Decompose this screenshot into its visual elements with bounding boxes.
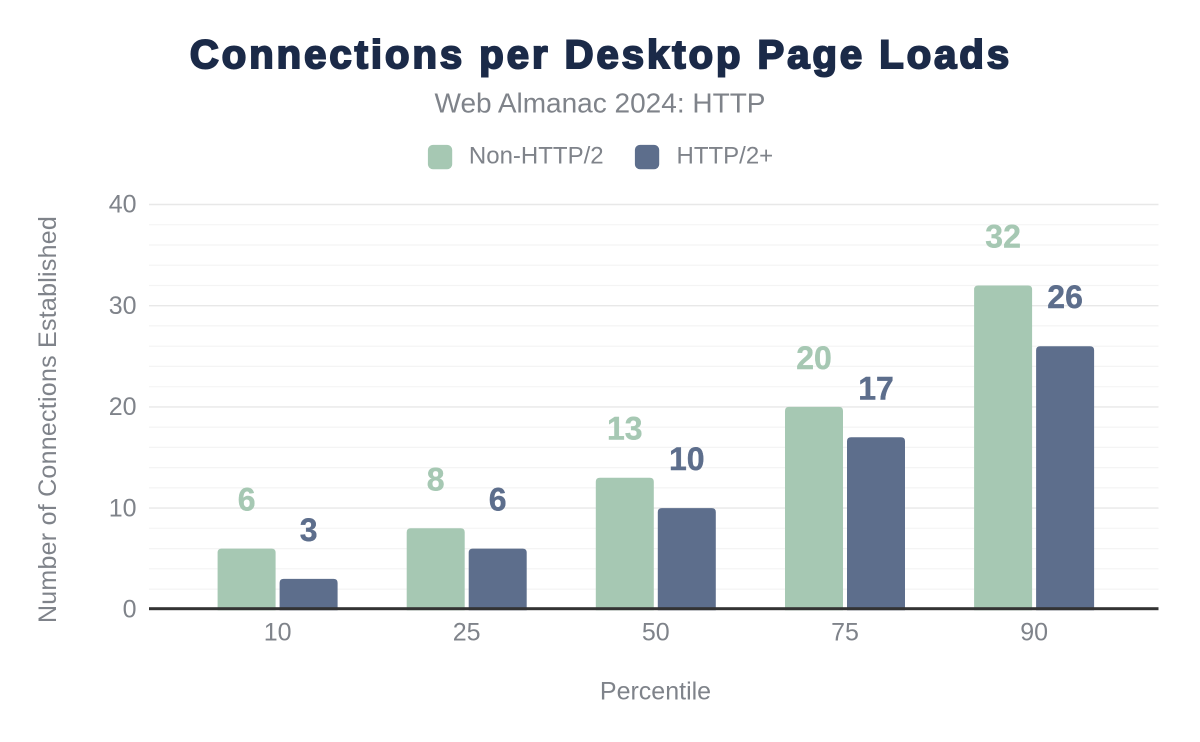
svg-text:40: 40 xyxy=(109,191,137,219)
svg-text:Number of Connections Establis: Number of Connections Established xyxy=(34,216,62,623)
svg-text:20: 20 xyxy=(109,393,137,421)
svg-text:10: 10 xyxy=(264,618,292,646)
svg-text:Web Almanac 2024: HTTP: Web Almanac 2024: HTTP xyxy=(435,88,766,119)
svg-text:50: 50 xyxy=(642,618,670,646)
svg-text:0: 0 xyxy=(123,596,137,624)
svg-text:Non-HTTP/2: Non-HTTP/2 xyxy=(469,142,604,169)
svg-text:32: 32 xyxy=(985,219,1021,255)
svg-text:90: 90 xyxy=(1020,618,1048,646)
svg-text:HTTP/2+: HTTP/2+ xyxy=(677,142,774,169)
svg-text:Percentile: Percentile xyxy=(600,678,711,706)
svg-text:17: 17 xyxy=(858,370,894,406)
svg-text:75: 75 xyxy=(831,618,859,646)
svg-text:26: 26 xyxy=(1047,279,1083,315)
svg-text:Connections per Desktop Page L: Connections per Desktop Page Loads xyxy=(190,33,1012,77)
svg-text:13: 13 xyxy=(607,411,643,447)
svg-text:6: 6 xyxy=(238,482,256,518)
svg-text:25: 25 xyxy=(453,618,481,646)
svg-text:20: 20 xyxy=(796,340,832,376)
svg-text:6: 6 xyxy=(489,482,507,518)
svg-text:3: 3 xyxy=(300,512,318,548)
svg-text:30: 30 xyxy=(109,292,137,320)
svg-text:8: 8 xyxy=(427,461,445,497)
svg-text:10: 10 xyxy=(109,494,137,522)
svg-text:10: 10 xyxy=(669,441,705,477)
